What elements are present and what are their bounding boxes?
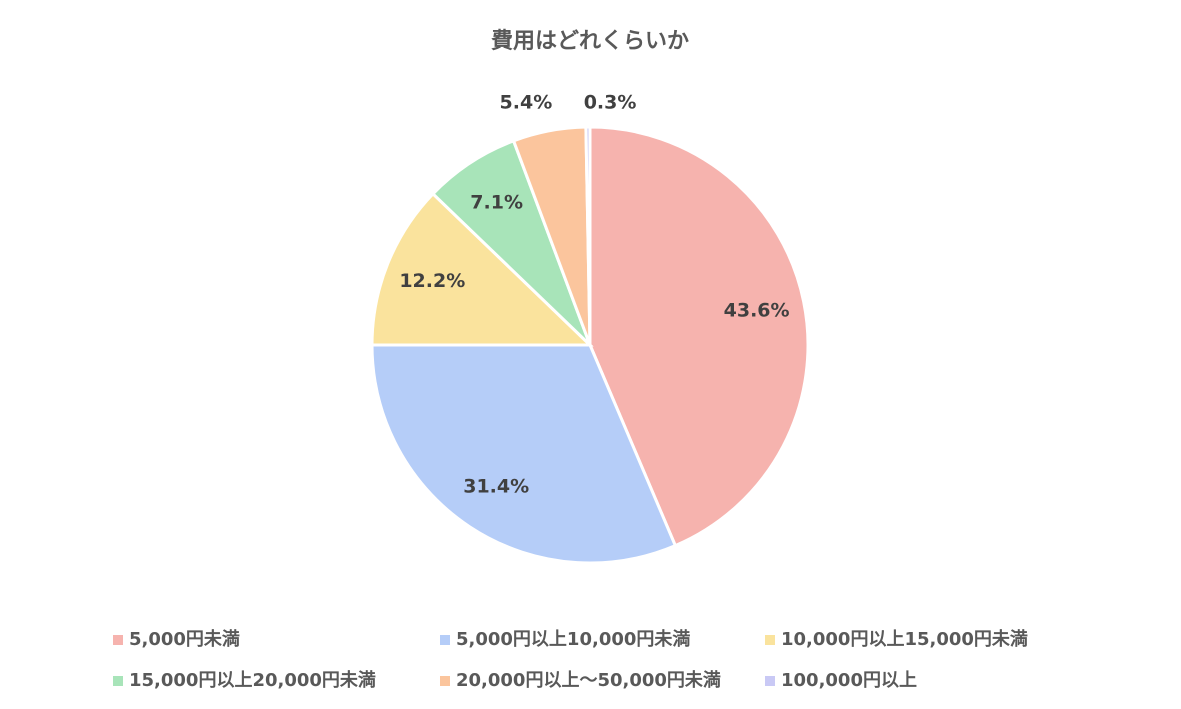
data-label: 12.2% [399,270,465,292]
legend-swatch [440,676,450,686]
legend-swatch [765,635,775,645]
legend-label: 100,000円以上 [781,670,917,691]
data-label: 7.1% [470,191,523,213]
pie-slice [370,343,678,565]
legend-swatch [113,635,123,645]
legend-swatch [440,635,450,645]
chart-title: 費用はどれくらいか [491,29,689,54]
data-label: 5.4% [500,92,553,114]
data-label: 31.4% [463,475,529,497]
legend-label: 5,000円未満 [129,628,240,650]
pie-slice [584,125,592,346]
pie-slice [588,125,810,548]
legend-label: 10,000円以上15,000円未満 [781,628,1028,650]
data-label: 43.6% [724,300,790,322]
legend-swatch [765,676,775,686]
legend-label: 15,000円以上20,000円未満 [129,669,376,691]
legend-label: 20,000円以上～50,000円未満 [456,669,721,691]
pie-slice [370,191,594,347]
legend-label: 5,000円以上10,000円未満 [456,628,690,650]
data-label: 0.3% [584,92,637,114]
legend-swatch [113,676,123,686]
